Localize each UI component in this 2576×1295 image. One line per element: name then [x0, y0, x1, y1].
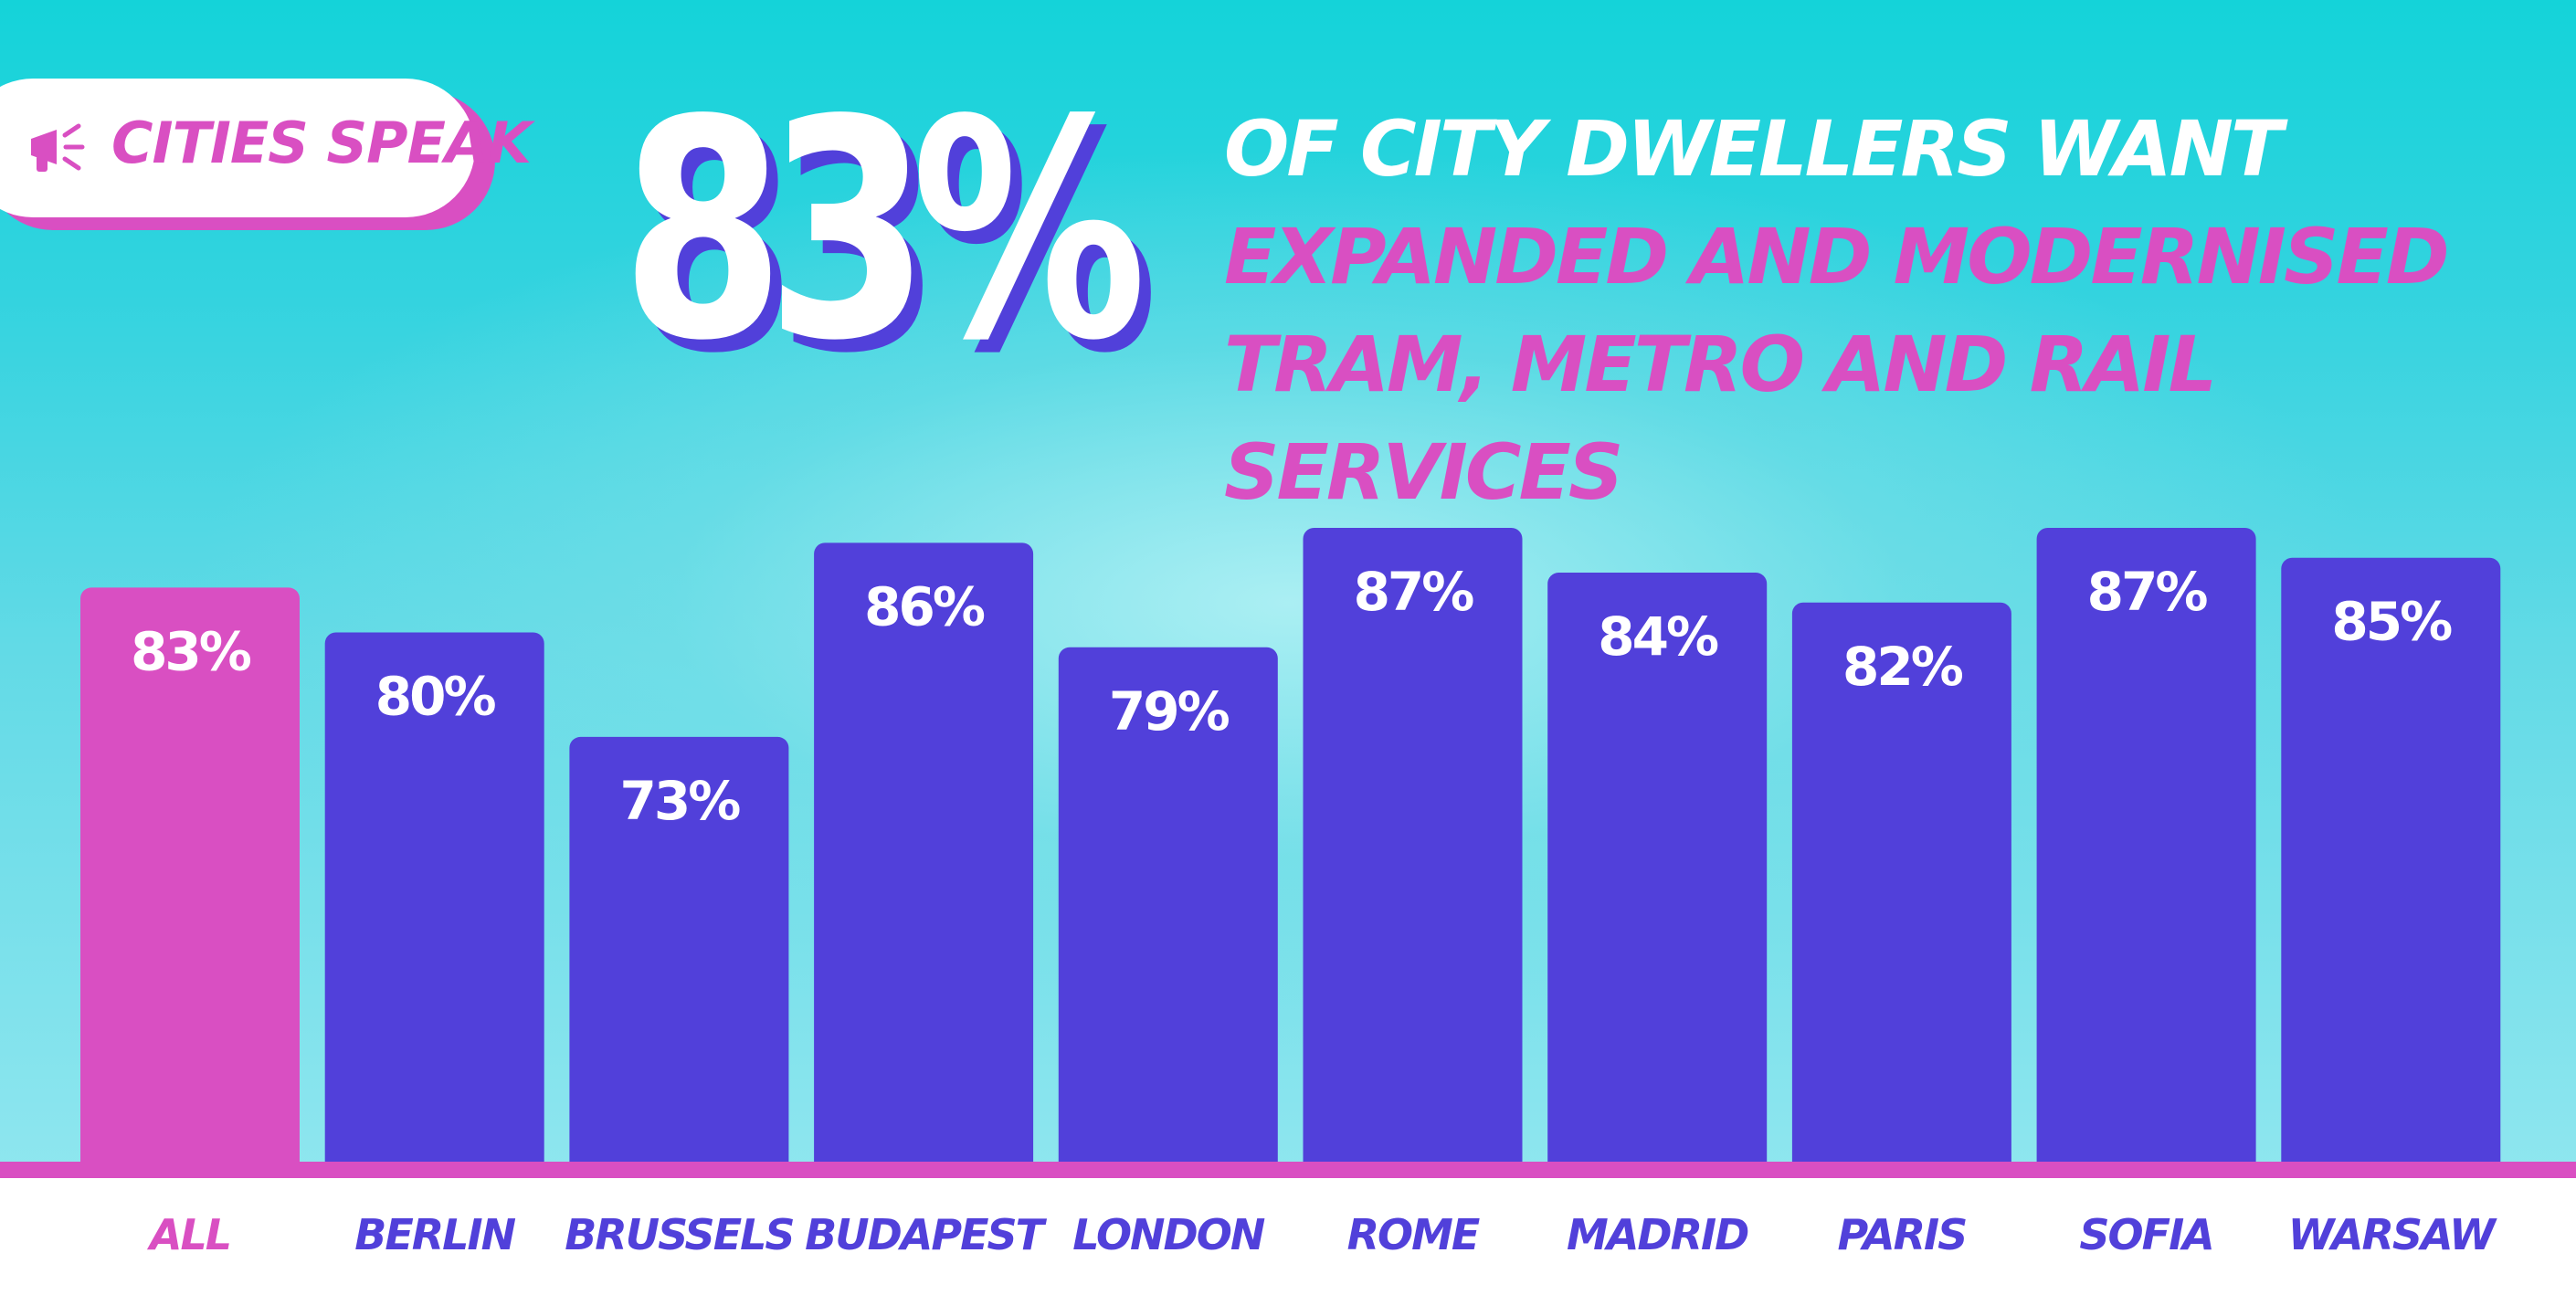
bar-value-label: 84%	[1598, 605, 1718, 668]
bar-value-label: 73%	[619, 770, 740, 832]
category-label: BUDAPEST	[805, 1210, 1047, 1259]
category-label: MADRID	[1567, 1210, 1748, 1259]
bar-paris	[1791, 602, 2011, 1176]
bar-value-label: 86%	[864, 575, 985, 637]
bar-brussels	[569, 736, 789, 1176]
bar-berlin	[324, 632, 544, 1176]
bar-value-label: 79%	[1109, 680, 1230, 742]
megaphone-icon	[31, 123, 85, 172]
bar-rome	[1303, 528, 1523, 1176]
category-label: BRUSSELS	[565, 1210, 793, 1259]
bar-value-label: 87%	[2087, 561, 2208, 623]
bar-value-label: 87%	[1354, 561, 1474, 623]
bar-madrid	[1547, 573, 1768, 1176]
category-label: LONDON	[1072, 1210, 1265, 1259]
bar-all	[80, 587, 300, 1176]
bar-chart: 83% 80% 73% 86% 79% 87% 84% 82% 87% 85%	[80, 528, 2501, 1176]
category-label: BERLIN	[354, 1210, 515, 1259]
bar-warsaw	[2281, 557, 2501, 1176]
bar-value-label: 82%	[1842, 636, 1963, 698]
bar-sofia	[2036, 528, 2256, 1176]
headline-white-text: OF CITY DWELLERS WANT	[1224, 104, 2283, 194]
headline-text: OF CITY DWELLERS WANT EXPANDED AND MODER…	[1224, 95, 2539, 526]
category-label: ROME	[1347, 1210, 1480, 1259]
category-label: ALL	[147, 1210, 230, 1259]
headline-stat: 83%	[621, 56, 1147, 406]
headline-pink-text: EXPANDED AND MODERNISED TRAM, METRO AND …	[1224, 212, 2450, 517]
bar-value-label: 80%	[375, 665, 496, 727]
category-label: SOFIA	[2079, 1210, 2212, 1259]
category-label: PARIS	[1838, 1210, 1967, 1259]
bar-budapest	[814, 542, 1034, 1176]
bar-value-label: 83%	[131, 620, 251, 682]
badge-label: CITIES SPEAK	[111, 110, 532, 176]
chart-background: CITIES SPEAK 83% OF CITY DWELLERS WANT E…	[0, 0, 2576, 1178]
bar-value-label: 85%	[2331, 591, 2452, 653]
bar-london	[1058, 647, 1278, 1176]
category-label: WARSAW	[2288, 1210, 2497, 1259]
chart-baseline	[0, 1162, 2576, 1178]
cities-speak-badge: CITIES SPEAK	[0, 79, 532, 217]
